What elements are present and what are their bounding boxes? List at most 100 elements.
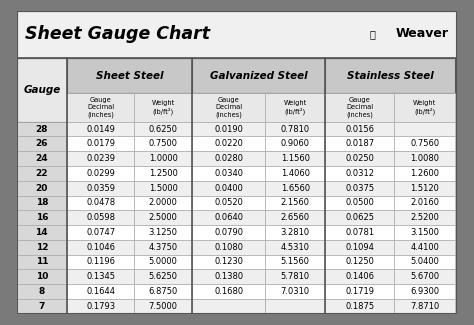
Bar — [265, 269, 325, 284]
Text: 14: 14 — [36, 228, 48, 237]
Text: 6.9300: 6.9300 — [410, 287, 439, 296]
Text: 0.0239: 0.0239 — [86, 154, 115, 163]
Text: 2.1560: 2.1560 — [281, 198, 310, 207]
Text: 0.1094: 0.1094 — [346, 243, 374, 252]
Bar — [192, 58, 325, 93]
Bar — [67, 240, 134, 254]
Text: 3.1250: 3.1250 — [149, 228, 178, 237]
Text: Weight
(lb/ft²): Weight (lb/ft²) — [413, 100, 437, 115]
Text: 0.1680: 0.1680 — [214, 287, 244, 296]
Bar — [17, 136, 67, 151]
Text: 1.5000: 1.5000 — [149, 184, 178, 193]
Text: 1.0000: 1.0000 — [149, 154, 178, 163]
Text: 0.0220: 0.0220 — [214, 139, 243, 148]
Text: 0.1345: 0.1345 — [86, 272, 115, 281]
Bar — [394, 269, 455, 284]
Bar — [134, 269, 192, 284]
Text: 0.7560: 0.7560 — [410, 139, 439, 148]
Bar — [67, 122, 134, 136]
Bar — [134, 151, 192, 166]
Text: 8: 8 — [39, 287, 45, 296]
Text: Stainless Steel: Stainless Steel — [347, 71, 434, 81]
Text: 4.3750: 4.3750 — [149, 243, 178, 252]
Bar — [394, 122, 455, 136]
Bar — [134, 166, 192, 181]
Text: Gauge: Gauge — [23, 85, 60, 95]
Text: 0.9060: 0.9060 — [281, 139, 310, 148]
Bar — [17, 58, 457, 314]
Bar — [67, 299, 134, 314]
Text: 0.0790: 0.0790 — [214, 228, 243, 237]
Bar — [67, 181, 134, 196]
Bar — [192, 284, 265, 299]
Text: Galvanized Steel: Galvanized Steel — [210, 71, 308, 81]
Bar — [394, 299, 455, 314]
Text: 0.0312: 0.0312 — [345, 169, 374, 178]
Text: 0.1046: 0.1046 — [86, 243, 115, 252]
Bar — [192, 225, 265, 240]
Text: 5.0000: 5.0000 — [149, 257, 178, 266]
Text: 11: 11 — [36, 257, 48, 266]
Bar — [134, 93, 192, 122]
Bar — [394, 284, 455, 299]
Text: 1.0080: 1.0080 — [410, 154, 439, 163]
Bar — [192, 166, 265, 181]
Text: 2.0000: 2.0000 — [149, 198, 178, 207]
Bar — [394, 210, 455, 225]
Bar — [265, 284, 325, 299]
Bar — [265, 240, 325, 254]
Bar — [192, 196, 265, 210]
Bar — [265, 181, 325, 196]
Bar — [394, 136, 455, 151]
Text: 0.7500: 0.7500 — [149, 139, 178, 148]
Bar — [325, 284, 394, 299]
Text: 🚛: 🚛 — [369, 29, 375, 39]
Text: 0.0375: 0.0375 — [345, 184, 374, 193]
Text: Weight
(lb/ft²): Weight (lb/ft²) — [283, 100, 307, 115]
Text: 0.1380: 0.1380 — [214, 272, 244, 281]
Bar — [67, 136, 134, 151]
Text: 0.1644: 0.1644 — [86, 287, 115, 296]
Bar — [325, 181, 394, 196]
Text: 3.1500: 3.1500 — [410, 228, 439, 237]
Bar — [134, 240, 192, 254]
Bar — [265, 122, 325, 136]
Text: 1.6560: 1.6560 — [281, 184, 310, 193]
Text: 0.1196: 0.1196 — [86, 257, 115, 266]
Bar — [265, 254, 325, 269]
Text: 6.8750: 6.8750 — [149, 287, 178, 296]
Text: 0.0340: 0.0340 — [214, 169, 243, 178]
Text: 0.0500: 0.0500 — [346, 198, 374, 207]
Bar — [192, 181, 265, 196]
Text: 0.0299: 0.0299 — [86, 169, 115, 178]
Text: 5.6250: 5.6250 — [149, 272, 178, 281]
Text: 0.0747: 0.0747 — [86, 228, 115, 237]
Text: 0.1080: 0.1080 — [214, 243, 243, 252]
Bar — [134, 299, 192, 314]
Text: 0.0250: 0.0250 — [346, 154, 374, 163]
Bar — [67, 151, 134, 166]
Text: 20: 20 — [36, 184, 48, 193]
Text: 0.0280: 0.0280 — [214, 154, 243, 163]
Bar — [394, 240, 455, 254]
Bar — [67, 284, 134, 299]
Bar — [67, 225, 134, 240]
Text: 16: 16 — [36, 213, 48, 222]
Bar — [134, 284, 192, 299]
Text: 0.0598: 0.0598 — [86, 213, 115, 222]
Bar — [394, 196, 455, 210]
Bar — [17, 196, 67, 210]
Bar — [134, 210, 192, 225]
Bar — [265, 166, 325, 181]
Bar — [17, 166, 67, 181]
Bar — [67, 196, 134, 210]
Bar — [325, 299, 394, 314]
Text: Gauge
Decimal
(inches): Gauge Decimal (inches) — [346, 97, 374, 118]
Text: 5.0400: 5.0400 — [410, 257, 439, 266]
Text: 1.2600: 1.2600 — [410, 169, 439, 178]
Bar — [394, 254, 455, 269]
Text: 5.6700: 5.6700 — [410, 272, 439, 281]
Text: 0.0156: 0.0156 — [345, 124, 374, 134]
Text: 0.1875: 0.1875 — [345, 302, 374, 311]
Text: 0.6250: 0.6250 — [149, 124, 178, 134]
